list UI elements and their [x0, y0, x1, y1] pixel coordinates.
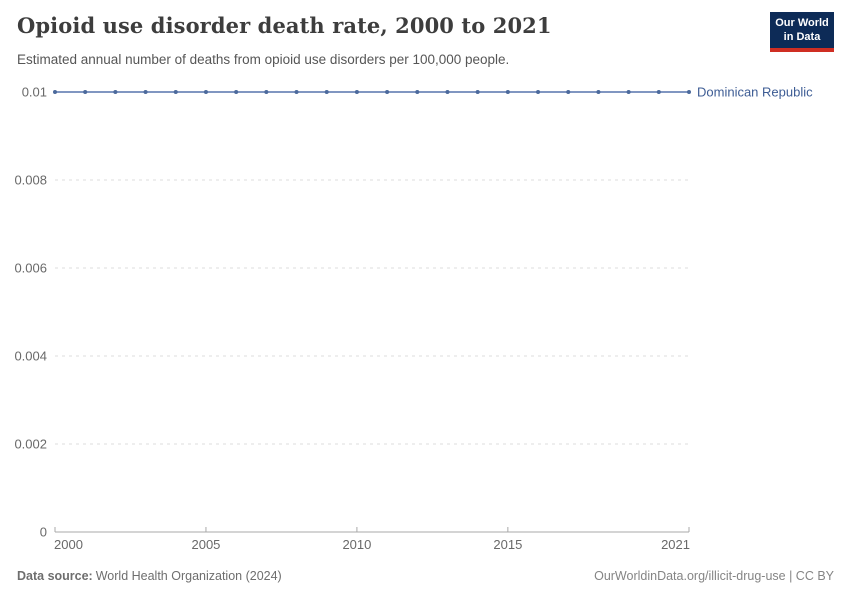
x-tick-label: 2021 [661, 537, 690, 552]
data-source-label: Data source: [17, 569, 93, 583]
data-point [264, 90, 269, 94]
x-tick-label: 2005 [191, 537, 220, 552]
chart-subtitle: Estimated annual number of deaths from o… [17, 52, 510, 67]
data-point [687, 90, 691, 94]
data-point [596, 90, 601, 94]
data-point [113, 90, 118, 94]
data-source-value: World Health Organization (2024) [95, 569, 282, 583]
data-point [53, 90, 57, 94]
data-point [445, 90, 450, 94]
data-point [656, 90, 661, 94]
data-point [143, 90, 148, 94]
data-point [626, 90, 631, 94]
owid-logo: Our World in Data [770, 12, 834, 52]
data-point [566, 90, 571, 94]
y-tick-label: 0.008 [14, 173, 47, 188]
x-tick-label: 2010 [342, 537, 371, 552]
data-point [415, 90, 420, 94]
data-point [505, 90, 510, 94]
x-tick-label: 2015 [493, 537, 522, 552]
data-point [324, 90, 329, 94]
y-tick-label: 0.01 [22, 85, 47, 100]
data-point [354, 90, 359, 94]
data-source: Data source: World Health Organization (2… [17, 569, 282, 583]
y-tick-label: 0.004 [14, 349, 47, 364]
y-tick-label: 0 [40, 525, 47, 540]
data-point [173, 90, 178, 94]
data-point [234, 90, 239, 94]
chart-title: Opioid use disorder death rate, 2000 to … [17, 13, 552, 38]
data-point [385, 90, 390, 94]
owid-logo-line2: in Data [783, 30, 821, 43]
y-tick-label: 0.002 [14, 437, 47, 452]
owid-logo-line1: Our World [775, 17, 829, 29]
y-tick-label: 0.006 [14, 261, 47, 276]
series-entity-label: Dominican Republic [697, 85, 813, 100]
x-tick-label: 2000 [54, 537, 83, 552]
data-point [203, 90, 208, 94]
data-point [475, 90, 480, 94]
data-point [294, 90, 299, 94]
data-point [83, 90, 88, 94]
credit-link[interactable]: OurWorldinData.org/illicit-drug-use | CC… [594, 569, 834, 583]
data-point [536, 90, 541, 94]
